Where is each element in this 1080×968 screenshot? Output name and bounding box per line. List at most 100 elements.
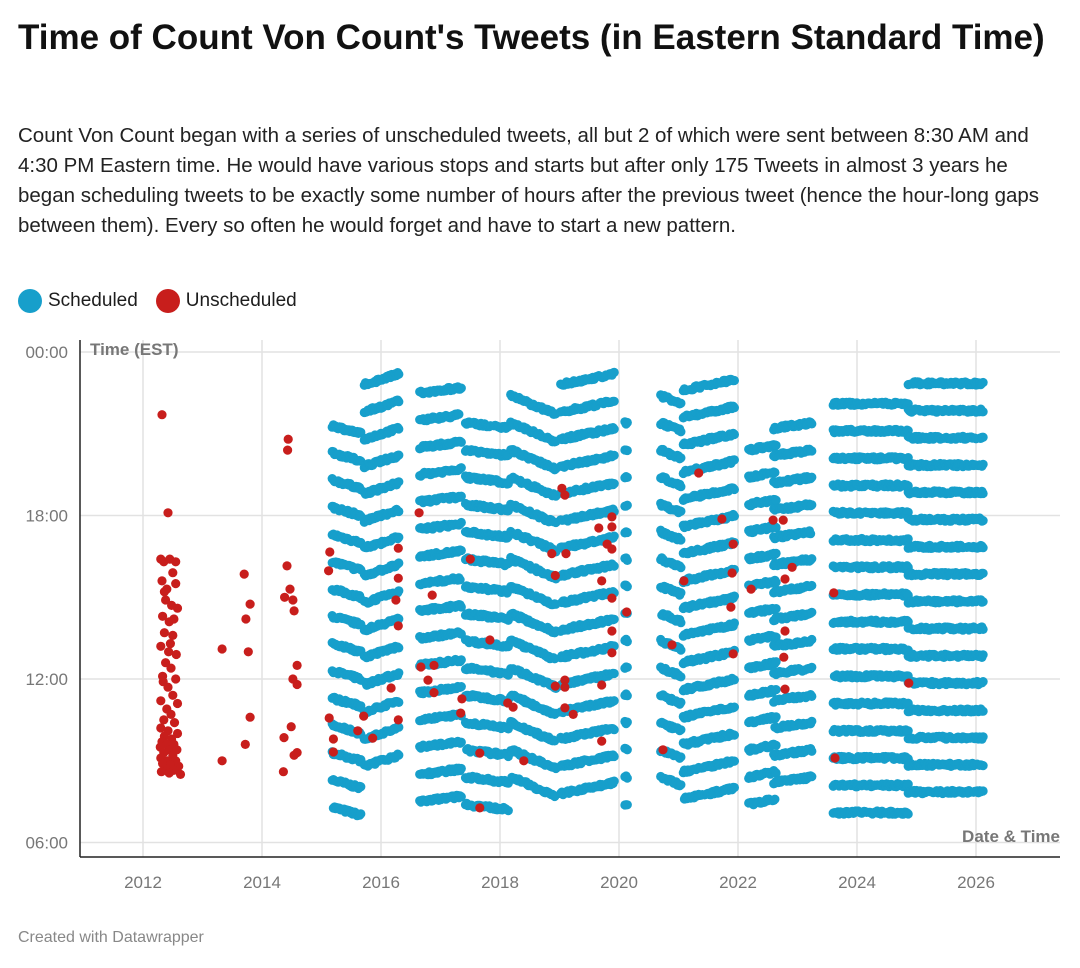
scheduled-point — [676, 506, 686, 516]
scheduled-point — [394, 369, 404, 379]
scheduled-point — [676, 672, 686, 682]
scheduled-point — [771, 577, 781, 587]
scheduled-point — [903, 809, 913, 819]
scheduled-point — [729, 403, 740, 413]
scheduled-point — [455, 575, 465, 585]
scheduled-point — [394, 450, 404, 460]
scheduled-point — [676, 645, 686, 655]
scheduled-point — [676, 697, 686, 708]
scheduled-point — [676, 618, 686, 628]
scheduled-point — [609, 424, 619, 434]
scheduled-point — [622, 800, 632, 810]
scheduled-point — [503, 806, 513, 816]
scheduled-point — [609, 776, 619, 786]
scheduled-point — [729, 618, 740, 628]
scheduled-point — [456, 682, 466, 692]
scheduled-point — [454, 409, 464, 419]
scheduled-point — [807, 554, 817, 564]
scheduled-point — [676, 588, 686, 598]
legend-item-scheduled: Scheduled — [18, 289, 138, 313]
scheduled-point — [807, 691, 817, 702]
scheduled-point — [771, 548, 781, 559]
scheduled-point — [622, 662, 632, 672]
scheduled-point — [729, 455, 740, 465]
scheduled-point — [609, 614, 619, 624]
scheduled-point — [770, 794, 780, 804]
scheduled-point — [394, 643, 404, 653]
scheduled-point — [394, 558, 404, 568]
scheduled-point — [806, 529, 816, 539]
scheduled-point — [676, 725, 686, 735]
scheduled-point — [770, 467, 780, 478]
scheduled-point — [394, 424, 404, 434]
scheduled-point — [609, 531, 619, 541]
scheduled-point — [394, 668, 404, 678]
legend-swatch-scheduled — [18, 289, 42, 313]
scheduled-point — [807, 472, 817, 482]
scheduled-point — [394, 397, 404, 407]
chart-title: Time of Count Von Count's Tweets (in Eas… — [18, 18, 1045, 57]
scheduled-point — [771, 685, 781, 695]
scheduled-point — [729, 511, 740, 521]
scheduled-point — [622, 500, 632, 510]
scheduled-point — [729, 591, 740, 601]
scheduled-point — [456, 545, 466, 556]
scheduled-point — [771, 657, 781, 667]
scheduled-point — [456, 602, 466, 612]
scheduled-point — [807, 634, 817, 645]
scheduled-point — [456, 383, 466, 393]
scheduled-point — [729, 375, 740, 386]
scheduled-point — [729, 756, 740, 766]
scheduled-point — [622, 745, 632, 755]
scheduled-point — [622, 555, 632, 566]
scheduled-point — [622, 637, 632, 647]
scheduled-point — [807, 580, 817, 591]
scheduled-point — [394, 477, 404, 487]
scheduled-point — [771, 740, 781, 751]
scheduled-point — [609, 725, 619, 735]
scheduled-point — [676, 563, 686, 573]
scheduled-point — [394, 614, 404, 624]
scheduled-point — [609, 696, 619, 706]
scheduled-point — [807, 772, 817, 782]
scheduled-point — [676, 427, 686, 437]
scheduled-point — [729, 782, 740, 793]
scheduled-point — [807, 446, 817, 456]
scheduled-point — [609, 450, 619, 460]
scheduled-point — [676, 752, 686, 762]
scheduled-point — [676, 482, 686, 492]
scheduled-point — [622, 717, 632, 727]
legend-item-unscheduled: Unscheduled — [155, 289, 297, 313]
scheduled-point — [609, 751, 619, 762]
scheduled-point — [729, 702, 740, 712]
scheduled-point — [807, 500, 817, 510]
scheduled-point — [456, 737, 466, 747]
scheduled-point — [356, 782, 366, 792]
scheduled-point — [729, 675, 740, 685]
legend-swatch-unscheduled — [155, 289, 180, 313]
scheduled-point — [771, 440, 781, 450]
scheduled-point — [456, 491, 466, 501]
scheduled-point — [807, 419, 817, 429]
scheduled-point — [609, 396, 619, 406]
scheduled-point — [729, 730, 740, 740]
scheduled-points — [327, 367, 988, 821]
scheduled-point — [394, 506, 404, 517]
scheduled-point — [609, 479, 619, 489]
scheduled-point — [622, 582, 632, 592]
chart-subtitle: Count Von Count began with a series of u… — [18, 124, 1040, 237]
scheduled-point — [394, 586, 404, 596]
scheduled-point — [729, 429, 740, 440]
scheduled-point — [394, 750, 404, 760]
scheduled-point — [807, 716, 817, 726]
legend: Scheduled Unscheduled — [18, 289, 297, 313]
scheduled-point — [771, 712, 781, 722]
scheduled-point — [771, 604, 781, 614]
scheduled-point — [456, 763, 466, 774]
scheduled-point — [807, 662, 817, 672]
scheduled-point — [456, 437, 466, 447]
scheduled-point — [622, 773, 632, 783]
scheduled-point — [622, 527, 632, 538]
scheduled-point — [609, 561, 619, 571]
legend-label-unscheduled: Unscheduled — [185, 290, 297, 311]
